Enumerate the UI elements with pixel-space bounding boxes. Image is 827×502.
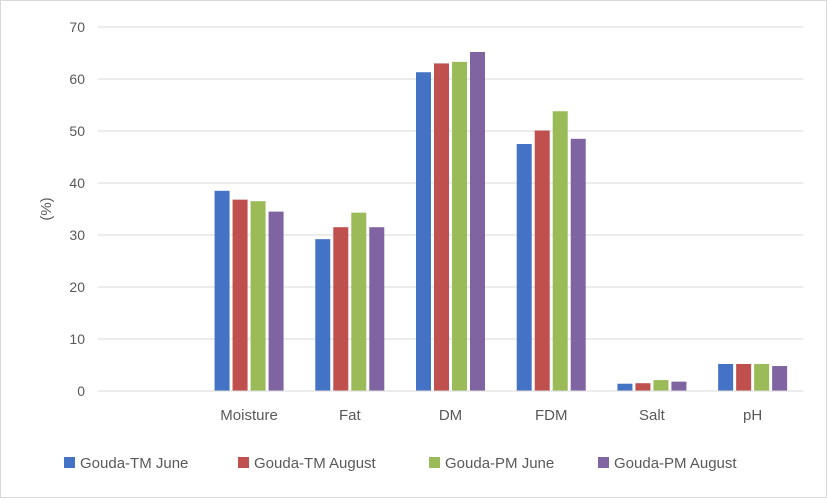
bar xyxy=(369,227,385,391)
x-tick-label: Fat xyxy=(339,407,362,424)
bar xyxy=(516,144,532,391)
bar xyxy=(452,61,467,392)
bar xyxy=(416,72,431,392)
x-tick-label: DM xyxy=(439,407,462,424)
label-layer: 0 10 20 30 40 50 60 70 Moisture Fat DM FDM Salt pH xyxy=(69,19,762,424)
bar xyxy=(268,211,284,391)
bar xyxy=(214,190,230,391)
bar xyxy=(754,363,770,391)
bar xyxy=(718,363,734,391)
bar xyxy=(351,212,367,391)
legend-label: Gouda-TM August xyxy=(254,455,377,472)
legend-swatch xyxy=(598,457,609,468)
y-tick-label: 20 xyxy=(69,279,85,295)
bar xyxy=(315,239,331,391)
y-tick-label: 10 xyxy=(69,331,85,347)
bar xyxy=(736,363,752,391)
legend-swatch xyxy=(238,457,249,468)
x-tick-label: pH xyxy=(743,407,762,424)
y-tick-label: 50 xyxy=(69,123,85,139)
y-tick-label: 40 xyxy=(69,175,85,191)
bar xyxy=(250,201,266,391)
legend-label: Gouda-PM June xyxy=(445,455,554,472)
bar xyxy=(552,111,568,392)
y-tick-label: 70 xyxy=(69,19,85,35)
legend-label: Gouda-PM August xyxy=(614,455,737,472)
y-axis-label: (%) xyxy=(38,197,55,220)
bar xyxy=(470,51,485,392)
y-tick-label: 30 xyxy=(69,227,85,243)
bar xyxy=(653,380,669,391)
bar xyxy=(635,383,651,391)
bar xyxy=(333,227,349,391)
bar xyxy=(617,383,633,391)
bar xyxy=(434,63,449,392)
bar xyxy=(570,138,586,391)
bar xyxy=(671,381,687,391)
bar-layer xyxy=(214,51,788,392)
y-tick-label: 60 xyxy=(69,71,85,87)
legend-label: Gouda-TM June xyxy=(80,455,188,472)
legend: Gouda-TM June Gouda-TM August Gouda-PM Jun… xyxy=(64,455,737,472)
y-tick-label: 0 xyxy=(77,383,85,399)
legend-swatch xyxy=(64,457,75,468)
bar xyxy=(772,366,788,391)
grid-layer xyxy=(98,26,803,340)
bar xyxy=(534,130,550,392)
x-tick-label: Moisture xyxy=(220,407,278,424)
x-tick-label: Salt xyxy=(639,407,666,424)
x-tick-label: FDM xyxy=(535,407,568,424)
legend-swatch xyxy=(429,457,440,468)
bar xyxy=(232,199,248,391)
